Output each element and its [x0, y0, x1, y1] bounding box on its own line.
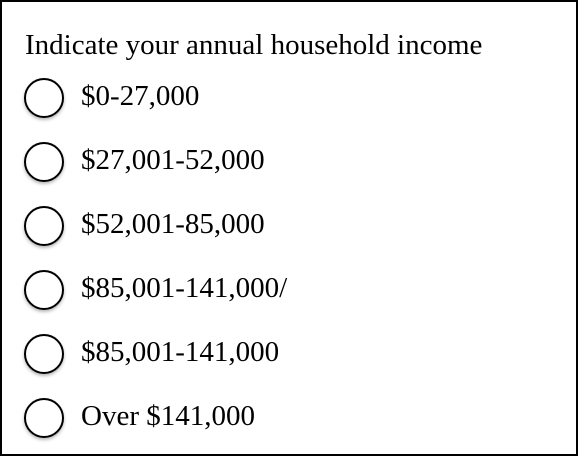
- income-option-over-141000[interactable]: Over $141,000: [24, 393, 564, 457]
- radio-circle-icon[interactable]: [24, 142, 64, 182]
- question-text: Indicate your annual household income: [25, 29, 483, 61]
- income-option-27001-52000[interactable]: $27,001-52,000: [24, 137, 564, 201]
- radio-circle-icon[interactable]: [24, 334, 64, 374]
- income-option-0-27000[interactable]: $0-27,000: [24, 73, 564, 137]
- option-label[interactable]: $0-27,000: [81, 80, 200, 112]
- option-label[interactable]: $85,001-141,000/: [81, 272, 288, 304]
- income-option-85001-141000[interactable]: $85,001-141,000: [24, 329, 564, 393]
- option-label[interactable]: $27,001-52,000: [81, 144, 265, 176]
- radio-circle-icon[interactable]: [24, 270, 64, 310]
- radio-circle-icon[interactable]: [24, 78, 64, 118]
- option-label[interactable]: $85,001-141,000: [81, 336, 280, 368]
- radio-circle-icon[interactable]: [24, 398, 64, 438]
- radio-circle-icon[interactable]: [24, 206, 64, 246]
- income-option-85001-141000-slash[interactable]: $85,001-141,000/: [24, 265, 564, 329]
- option-label[interactable]: $52,001-85,000: [81, 208, 265, 240]
- option-label[interactable]: Over $141,000: [81, 400, 255, 432]
- income-options-group: $0-27,000 $27,001-52,000 $52,001-85,000 …: [24, 73, 564, 457]
- income-option-52001-85000[interactable]: $52,001-85,000: [24, 201, 564, 265]
